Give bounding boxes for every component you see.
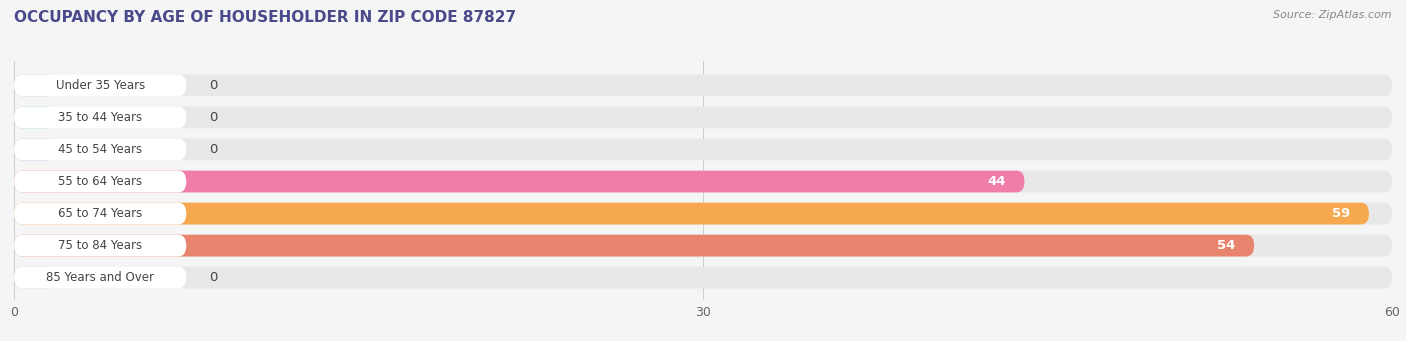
FancyBboxPatch shape: [14, 106, 55, 128]
Text: 0: 0: [209, 111, 218, 124]
FancyBboxPatch shape: [14, 138, 1392, 160]
FancyBboxPatch shape: [14, 170, 1392, 192]
Text: OCCUPANCY BY AGE OF HOUSEHOLDER IN ZIP CODE 87827: OCCUPANCY BY AGE OF HOUSEHOLDER IN ZIP C…: [14, 10, 516, 25]
Text: 44: 44: [987, 175, 1007, 188]
Text: Under 35 Years: Under 35 Years: [56, 79, 145, 92]
FancyBboxPatch shape: [14, 138, 186, 160]
FancyBboxPatch shape: [14, 75, 1392, 96]
Text: 85 Years and Over: 85 Years and Over: [46, 271, 155, 284]
Text: Source: ZipAtlas.com: Source: ZipAtlas.com: [1274, 10, 1392, 20]
FancyBboxPatch shape: [14, 170, 186, 192]
FancyBboxPatch shape: [14, 106, 1392, 128]
FancyBboxPatch shape: [14, 267, 1392, 288]
Text: 65 to 74 Years: 65 to 74 Years: [58, 207, 142, 220]
FancyBboxPatch shape: [14, 235, 1392, 256]
Text: 75 to 84 Years: 75 to 84 Years: [58, 239, 142, 252]
Text: 35 to 44 Years: 35 to 44 Years: [58, 111, 142, 124]
FancyBboxPatch shape: [14, 235, 186, 256]
FancyBboxPatch shape: [14, 170, 1025, 192]
FancyBboxPatch shape: [14, 138, 55, 160]
FancyBboxPatch shape: [14, 106, 186, 128]
FancyBboxPatch shape: [14, 267, 55, 288]
FancyBboxPatch shape: [14, 267, 186, 288]
FancyBboxPatch shape: [14, 75, 186, 96]
FancyBboxPatch shape: [14, 203, 186, 224]
Text: 0: 0: [209, 143, 218, 156]
FancyBboxPatch shape: [14, 75, 55, 96]
FancyBboxPatch shape: [14, 203, 1392, 224]
Text: 0: 0: [209, 271, 218, 284]
FancyBboxPatch shape: [14, 235, 1254, 256]
FancyBboxPatch shape: [14, 203, 1369, 224]
Text: 54: 54: [1218, 239, 1236, 252]
Text: 59: 59: [1333, 207, 1351, 220]
Text: 0: 0: [209, 79, 218, 92]
Text: 45 to 54 Years: 45 to 54 Years: [58, 143, 142, 156]
Text: 55 to 64 Years: 55 to 64 Years: [58, 175, 142, 188]
